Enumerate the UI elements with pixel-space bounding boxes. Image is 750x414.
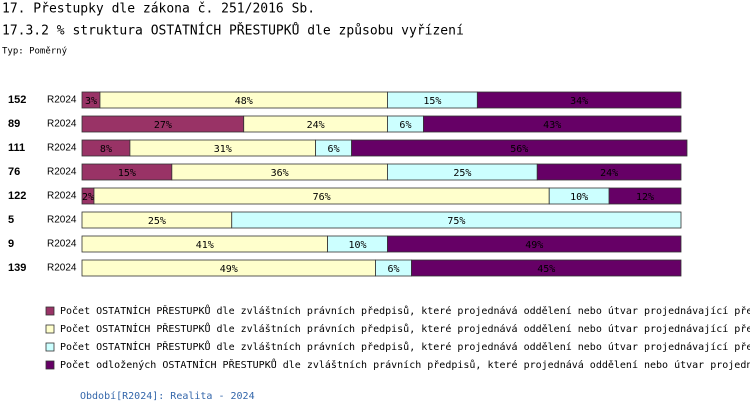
legend-swatch <box>45 324 55 334</box>
value-label: 75% <box>447 216 465 227</box>
value-label: 45% <box>537 264 555 275</box>
footer: Období[R2024]: Realita - 2024 <box>80 390 255 402</box>
legend-label: Počet OSTATNÍCH PŘESTUPKŮ dle zvláštních… <box>60 340 750 353</box>
bar-segment <box>423 115 682 133</box>
row-label: 5 <box>8 214 14 226</box>
value-label: 36% <box>271 168 289 179</box>
period-label: R2024 <box>47 143 77 154</box>
bar-segment <box>476 91 682 109</box>
bar-segment <box>231 211 682 229</box>
bar-segment <box>387 235 682 253</box>
value-label: 3% <box>85 96 97 107</box>
value-label: 6% <box>328 144 340 155</box>
value-label: 43% <box>543 120 561 131</box>
period-label: R2024 <box>47 119 77 130</box>
legend-label: Počet OSTATNÍCH PŘESTUPKŮ dle zvláštních… <box>60 322 750 335</box>
row-label: 9 <box>8 238 14 250</box>
period-label: R2024 <box>47 95 77 106</box>
bar-segment <box>536 163 682 181</box>
legend-label: Počet odložených OSTATNÍCH PŘESTUPKŮ dle… <box>60 358 750 371</box>
period-label: R2024 <box>47 215 77 226</box>
period-label: R2024 <box>47 167 77 178</box>
value-label: 6% <box>387 264 399 275</box>
bar-segment <box>411 259 682 277</box>
row-label: 76 <box>8 166 20 178</box>
value-label: 15% <box>118 168 136 179</box>
value-label: 49% <box>525 240 543 251</box>
row-label: 122 <box>8 190 26 202</box>
value-label: 25% <box>453 168 471 179</box>
value-label: 8% <box>100 144 112 155</box>
bar-segment <box>608 187 682 205</box>
period-label: R2024 <box>47 263 77 274</box>
legend-swatch <box>45 306 55 316</box>
value-label: 34% <box>570 96 588 107</box>
value-label: 2% <box>82 192 94 203</box>
value-label: 76% <box>313 192 331 203</box>
value-label: 12% <box>636 192 654 203</box>
value-label: 41% <box>196 240 214 251</box>
value-label: 24% <box>307 120 325 131</box>
value-label: 27% <box>154 120 172 131</box>
legend-label: Počet OSTATNÍCH PŘESTUPKŮ dle zvláštních… <box>60 304 750 317</box>
subtitle: 17.3.2 % struktura OSTATNÍCH PŘESTUPKŮ d… <box>2 23 464 39</box>
value-label: 15% <box>423 96 441 107</box>
value-label: 10% <box>349 240 367 251</box>
value-label: 25% <box>148 216 166 227</box>
value-label: 6% <box>399 120 411 131</box>
row-label: 139 <box>8 262 26 274</box>
value-label: 56% <box>510 144 528 155</box>
legend-swatch <box>45 360 55 370</box>
legend-swatch <box>45 342 55 352</box>
period-label: R2024 <box>47 239 77 250</box>
row-label: 152 <box>8 94 26 106</box>
value-label: 48% <box>235 96 253 107</box>
row-label: 111 <box>8 142 25 154</box>
value-label: 24% <box>600 168 618 179</box>
value-label: 49% <box>220 264 238 275</box>
value-label: 31% <box>214 144 232 155</box>
period-label: R2024 <box>47 191 77 202</box>
row-label: 89 <box>8 118 20 130</box>
bar-segment <box>351 139 688 157</box>
title: 17. Přestupky dle zákona č. 251/2016 Sb. <box>2 2 315 17</box>
type-note: Typ: Poměrný <box>2 47 68 57</box>
value-label: 10% <box>570 192 588 203</box>
